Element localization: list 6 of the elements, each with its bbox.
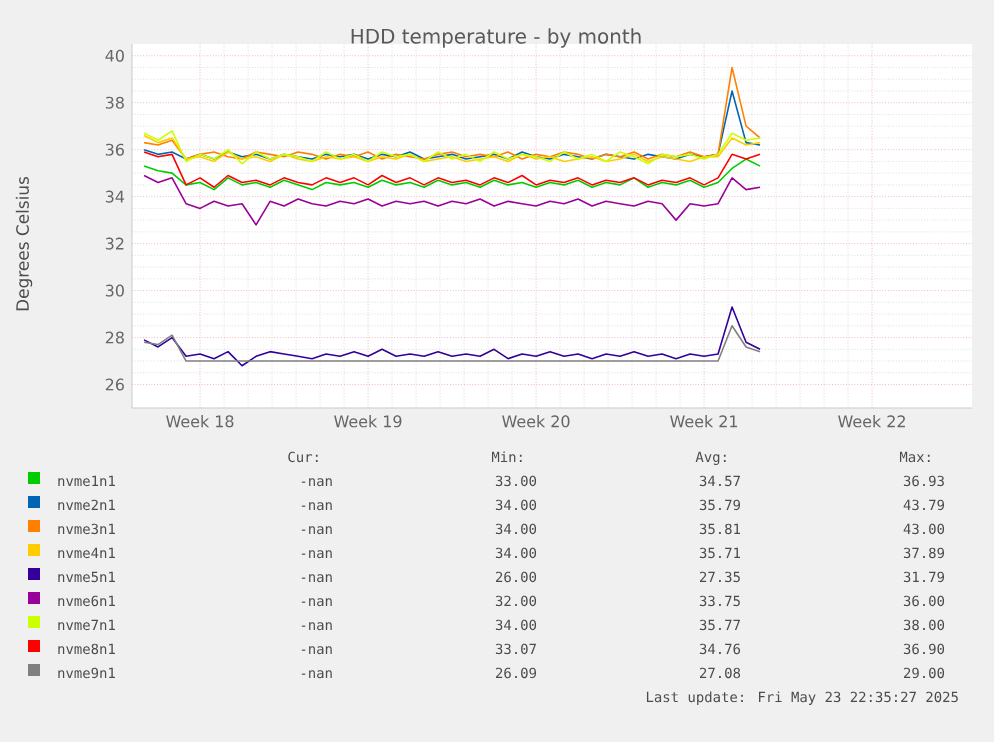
line-series (143, 66, 761, 160)
y-axis-title: Degrees Celsius (15, 176, 33, 311)
line-series (143, 174, 761, 226)
line-series (143, 151, 761, 189)
line-series (143, 306, 761, 367)
chart-title: HDD temperature - by month (351, 28, 641, 48)
